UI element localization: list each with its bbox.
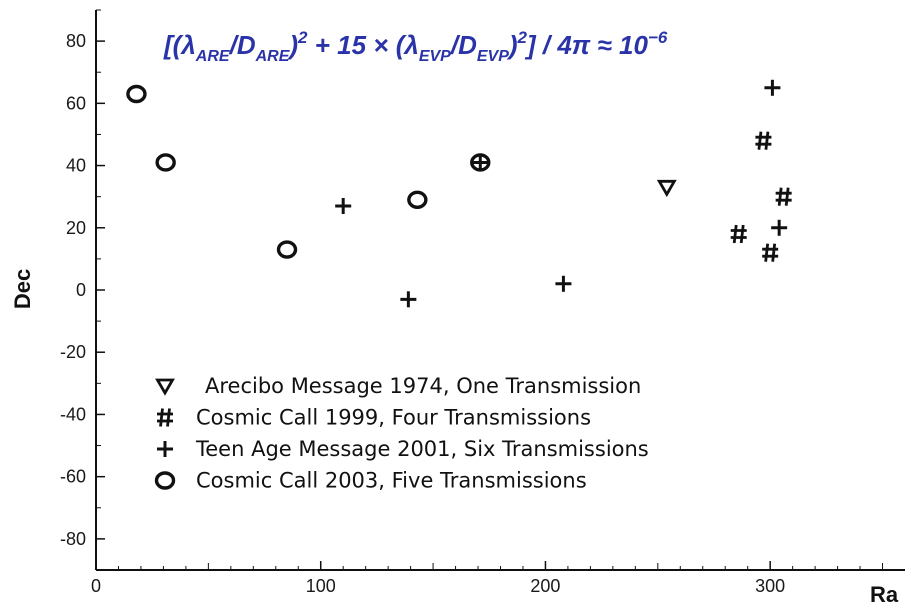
arecibo-1974-point	[656, 179, 677, 198]
cosmic-call-1999-point	[730, 224, 747, 244]
legend-item-cosmic-call-2003: Cosmic Call 2003, Five Transmissions	[154, 469, 587, 493]
y-tick-label: 20	[66, 218, 86, 238]
teen-age-2001-point	[335, 198, 352, 214]
y-tick-label: 40	[66, 156, 86, 176]
cosmic-call-1999-point	[755, 131, 772, 150]
legend: Arecibo Message 1974, One Transmission Co…	[154, 374, 649, 493]
legend-marker	[157, 408, 173, 427]
legend-label: Arecibo Message 1974, One Transmission	[205, 374, 641, 398]
y-axis-title: Dec	[10, 269, 35, 309]
x-tick-label: 100	[306, 576, 336, 596]
legend-label: Cosmic Call 1999, Four Transmissions	[196, 406, 591, 430]
cosmic-call-2003-point	[470, 153, 491, 172]
legend-label: Teen Age Message 2001, Six Transmissions	[195, 437, 649, 461]
legend-item-arecibo-1974: Arecibo Message 1974, One Transmission	[155, 374, 641, 398]
y-tick-label: -20	[60, 342, 86, 362]
y-tick-label: -80	[60, 529, 86, 549]
x-tick-label: 200	[530, 576, 560, 596]
x-axis-title: Ra	[870, 582, 899, 607]
legend-marker	[154, 471, 176, 490]
cosmic-call-1999-point	[762, 243, 779, 262]
teen-age-2001-point	[771, 219, 788, 236]
data-points	[126, 79, 792, 308]
formula-annotation: [(λARE/DARE)2 + 15 × (λEVP/DEVP)2] / 4π …	[163, 28, 668, 65]
y-tick-label: -60	[60, 467, 86, 487]
teen-age-2001-point	[472, 154, 489, 171]
legend-item-cosmic-call-1999: Cosmic Call 1999, Four Transmissions	[157, 406, 591, 430]
teen-age-2001-point	[400, 291, 417, 308]
x-tick-label: 300	[755, 576, 785, 596]
y-tick-label: 80	[66, 31, 86, 51]
legend-item-teen-age-2001: Teen Age Message 2001, Six Transmissions	[157, 437, 649, 461]
legend-marker	[155, 378, 175, 396]
y-tick-label: 0	[76, 280, 86, 300]
x-axis-ticks: 0 100 200 300	[91, 561, 884, 596]
teen-age-2001-point	[555, 275, 572, 292]
cosmic-call-2003-point	[276, 240, 298, 259]
cosmic-call-1999-point	[775, 187, 792, 206]
legend-label: Cosmic Call 2003, Five Transmissions	[196, 469, 587, 493]
y-tick-label: 60	[66, 93, 86, 113]
cosmic-call-2003-point	[407, 190, 428, 209]
y-axis-ticks: 80 60 40 20 0 -20 -40 -60 -80	[60, 9, 105, 571]
cosmic-call-2003-point	[155, 153, 176, 172]
teen-age-2001-point	[764, 79, 781, 96]
y-tick-label: -40	[60, 404, 86, 424]
x-tick-label: 0	[91, 576, 101, 596]
legend-marker	[157, 441, 173, 457]
cosmic-call-2003-point	[126, 84, 147, 104]
